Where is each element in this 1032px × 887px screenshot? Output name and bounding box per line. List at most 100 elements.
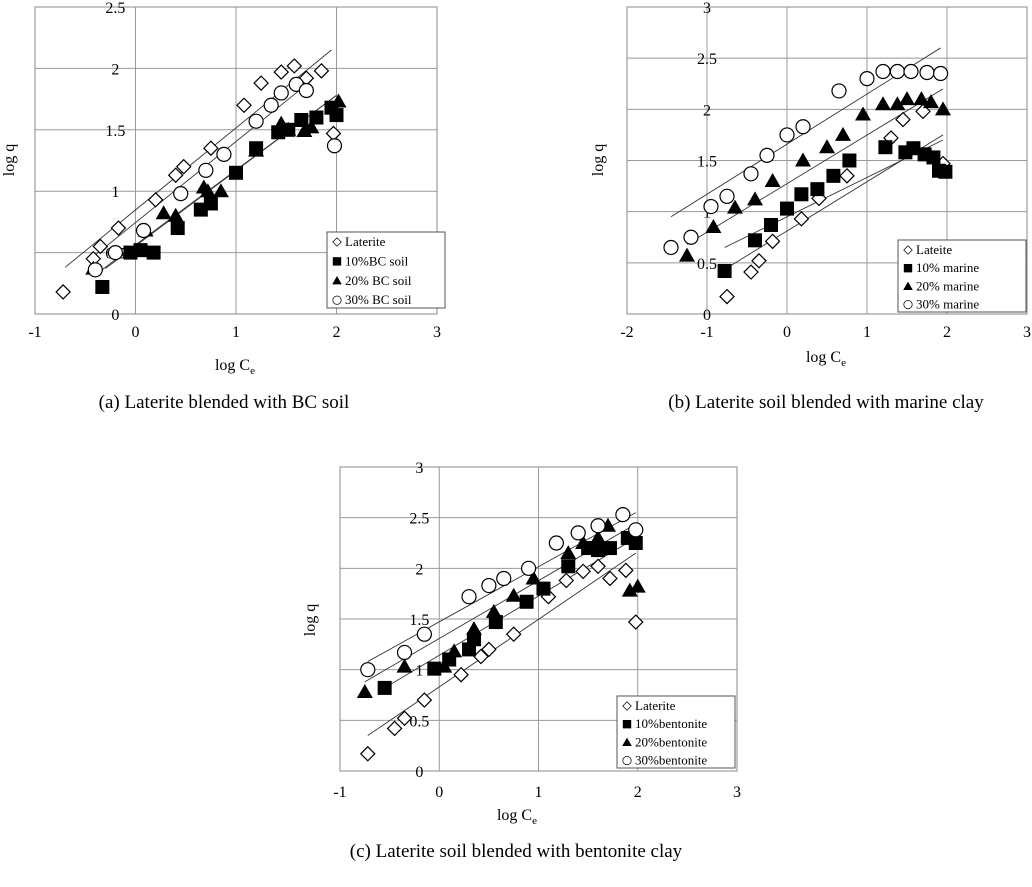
data-point — [273, 85, 289, 101]
data-point — [92, 238, 109, 255]
data-point — [590, 529, 607, 544]
data-point — [461, 589, 477, 605]
legend-symbol — [903, 281, 913, 290]
data-point — [203, 196, 218, 211]
data-point — [575, 535, 592, 549]
y-tick-label: 1 — [111, 184, 119, 201]
data-point — [719, 188, 735, 204]
data-point — [286, 58, 303, 74]
data-point — [747, 191, 763, 206]
data-point — [621, 582, 638, 597]
data-point — [895, 111, 911, 128]
y-tick-label: 0.5 — [697, 256, 717, 273]
y-tick-label: 2 — [111, 61, 119, 78]
legend-marker — [332, 295, 342, 305]
data-point — [570, 525, 586, 541]
data-point — [303, 119, 320, 134]
data-point — [135, 222, 152, 239]
y-tick-label: 2 — [703, 102, 711, 119]
data-point — [175, 158, 192, 175]
data-point — [329, 108, 344, 123]
data-point — [575, 563, 592, 580]
data-point — [473, 648, 489, 665]
data-point — [496, 570, 512, 587]
data-point — [313, 63, 330, 79]
legend-marker — [622, 719, 632, 729]
data-point — [875, 63, 891, 80]
data-point — [298, 82, 314, 99]
x-tick-label: 1 — [535, 784, 543, 801]
x-tick-label: -2 — [620, 324, 633, 341]
data-point — [759, 147, 775, 163]
x-axis-label: log Ce — [806, 349, 846, 369]
trend-line — [367, 552, 637, 736]
data-point — [95, 279, 110, 294]
data-point — [263, 97, 279, 113]
data-point — [602, 570, 618, 587]
y-axis-label: log q — [302, 604, 319, 636]
data-point — [360, 662, 376, 678]
x-tick-label: 3 — [433, 324, 441, 341]
data-point — [703, 198, 719, 215]
x-axis-label: log Ce — [497, 807, 537, 827]
data-point — [558, 572, 575, 589]
legend-symbol — [903, 263, 913, 273]
data-point — [663, 239, 679, 256]
data-point — [203, 140, 219, 157]
data-point — [764, 172, 781, 187]
legend-label: 10%bentonite — [635, 716, 707, 731]
legend-marker — [622, 701, 632, 711]
data-point — [280, 121, 297, 136]
data-point — [826, 168, 841, 183]
legend-label: Laterite — [345, 234, 386, 249]
x-tick-label: 3 — [733, 784, 741, 801]
y-tick-label: 1.5 — [105, 123, 125, 140]
data-point — [359, 745, 376, 762]
legend-label: 20% marine — [916, 278, 979, 293]
data-point — [525, 570, 542, 585]
legend-box — [897, 239, 1027, 313]
data-point — [831, 83, 847, 99]
data-point — [330, 93, 347, 108]
legend-symbol — [332, 295, 342, 305]
y-tick-label: 0 — [111, 307, 119, 324]
trend-line — [64, 49, 332, 268]
y-tick-label: 1 — [703, 205, 711, 222]
data-point — [326, 138, 343, 154]
data-point — [793, 210, 810, 227]
legend-marker — [622, 737, 632, 746]
data-point — [396, 658, 413, 673]
x-tick-label: 1 — [232, 324, 240, 341]
data-point — [679, 247, 695, 262]
data-point — [913, 91, 930, 106]
x-tick-label: 2 — [333, 324, 341, 341]
y-tick-label: 3 — [415, 460, 423, 477]
data-point — [212, 183, 229, 198]
data-point — [743, 264, 759, 280]
data-point — [167, 167, 184, 184]
legend-symbol — [622, 719, 632, 729]
data-point — [173, 186, 189, 202]
legend-marker — [903, 245, 913, 255]
data-point — [938, 164, 953, 179]
data-point — [446, 643, 463, 658]
data-point — [899, 91, 915, 106]
data-point — [273, 115, 290, 130]
data-point — [481, 641, 497, 658]
legend-marker — [332, 275, 342, 285]
data-point — [505, 626, 522, 643]
legend-symbol — [332, 237, 342, 247]
data-point — [505, 587, 522, 602]
data-point — [560, 545, 577, 560]
data-point — [615, 507, 631, 523]
data-point — [727, 199, 743, 214]
legend-symbol — [903, 245, 913, 255]
legend-label: 10%BC soil — [345, 253, 409, 268]
data-point — [155, 205, 172, 220]
data-point — [764, 217, 778, 232]
legend-symbol — [903, 299, 913, 310]
data-point — [926, 150, 941, 165]
x-tick-label: -1 — [28, 324, 41, 341]
y-tick-label: 1.5 — [409, 612, 429, 629]
